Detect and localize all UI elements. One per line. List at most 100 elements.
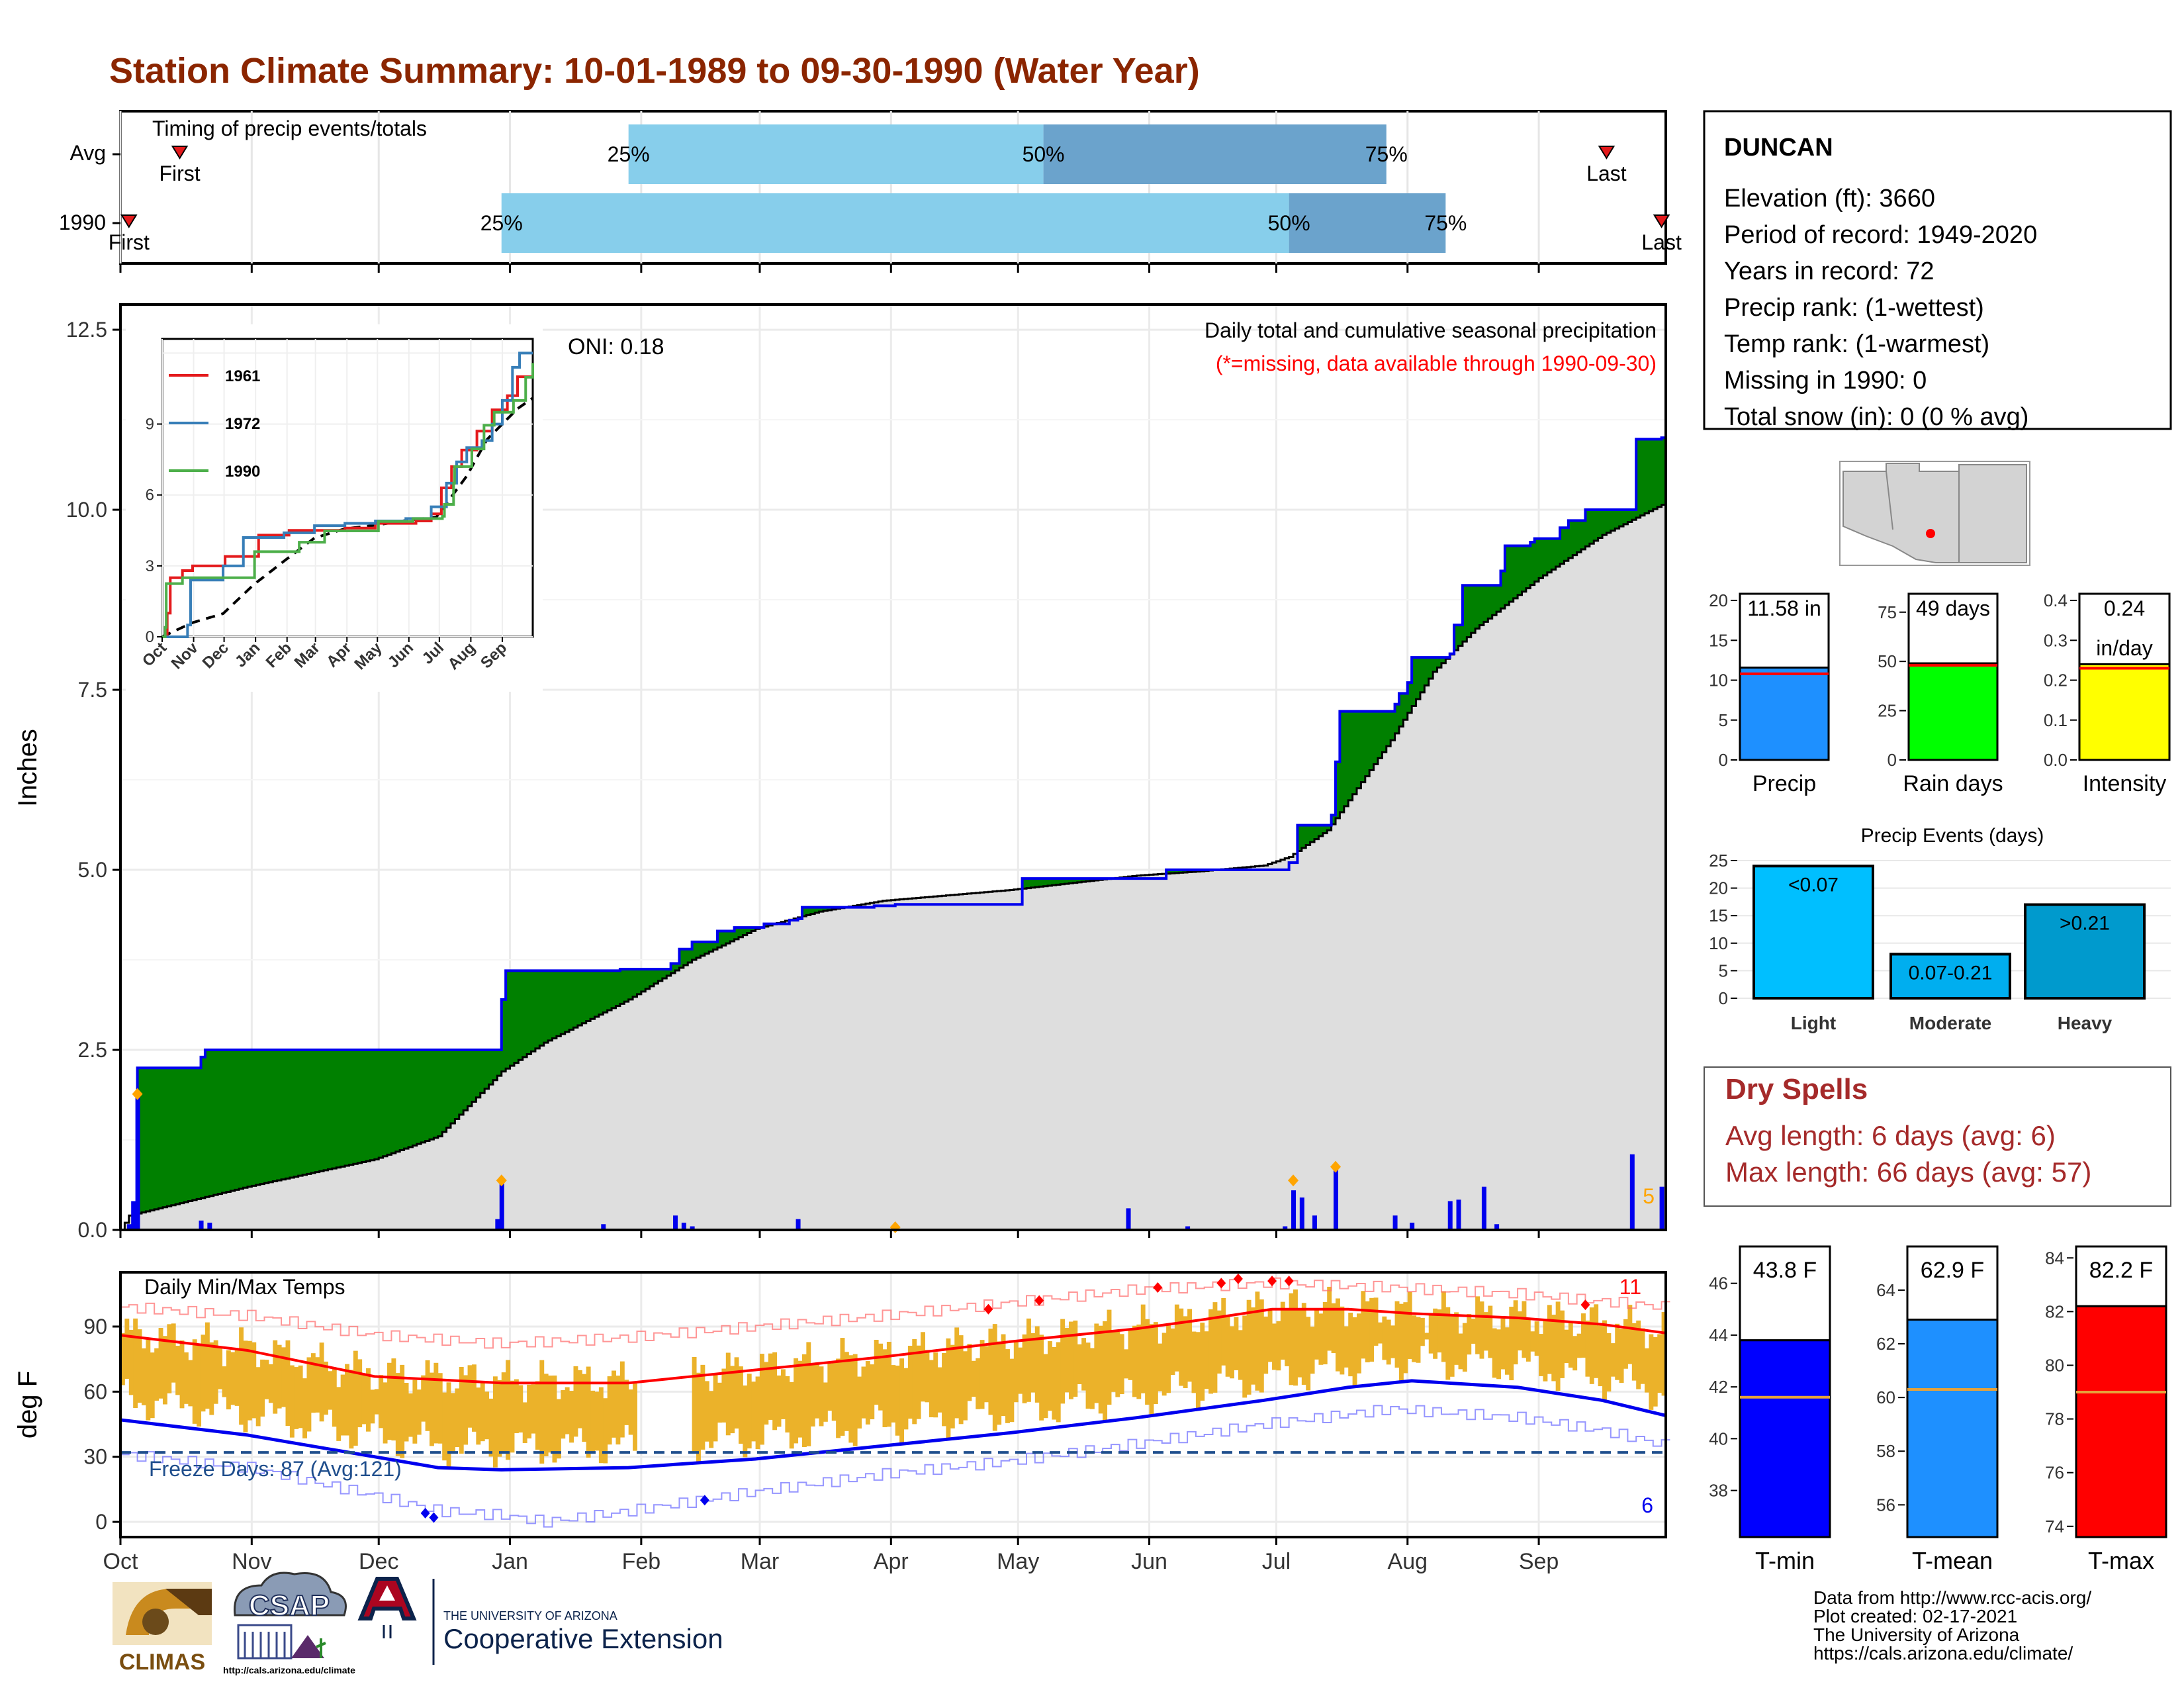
- temp-ytick-label: 60: [83, 1380, 107, 1403]
- precip-departure-fill: [1661, 438, 1666, 505]
- daily-temp-bar: [1039, 1335, 1044, 1421]
- daily-temp-bar: [1124, 1349, 1129, 1379]
- timing-label-50: 50%: [1268, 211, 1310, 235]
- precip-departure-fill: [1509, 545, 1514, 602]
- daily-temp-bar: [819, 1366, 824, 1427]
- temp-box-ytick-label: 62: [1876, 1334, 1895, 1354]
- inset-legend-label: 1972: [225, 415, 260, 433]
- daily-temp-bar: [1352, 1317, 1357, 1387]
- daily-precip-bar: [1481, 1186, 1486, 1230]
- precip-departure-fill: [158, 1068, 163, 1209]
- precip-departure-fill: [654, 969, 659, 984]
- precip-departure-fill: [556, 970, 561, 1037]
- precip-departure-fill: [281, 1050, 287, 1180]
- daily-temp-bar: [230, 1352, 236, 1405]
- daily-temp-bar: [459, 1366, 464, 1454]
- station-snow: Total snow (in): 0 (0 % avg): [1724, 403, 2028, 431]
- precip-departure-fill: [704, 941, 709, 954]
- precip-departure-fill: [1534, 538, 1539, 582]
- precip-departure-fill: [463, 1050, 469, 1111]
- daily-temp-bar: [137, 1329, 142, 1403]
- daily-temp-bar: [1301, 1303, 1306, 1385]
- precip-departure-fill: [446, 1050, 451, 1128]
- precip-departure-fill: [146, 1068, 151, 1212]
- daily-temp-bar: [1500, 1318, 1506, 1370]
- daily-temp-bar: [1572, 1336, 1578, 1371]
- precip-departure-fill: [179, 1068, 185, 1203]
- precip-departure-fill: [662, 969, 667, 978]
- precip-departure-fill: [1060, 878, 1066, 884]
- daily-temp-bar: [1568, 1321, 1573, 1368]
- daily-temp-bar: [1412, 1315, 1417, 1362]
- precip-departure-fill: [306, 1050, 312, 1174]
- daily-temp-bar: [514, 1379, 519, 1434]
- precip-departure-fill: [679, 949, 684, 968]
- daily-temp-bar: [801, 1354, 807, 1448]
- daily-temp-bar: [1416, 1317, 1421, 1363]
- daily-temp-bar: [840, 1338, 845, 1436]
- precip-departure-fill: [628, 969, 633, 1000]
- daily-temp-bar: [1496, 1329, 1502, 1380]
- daily-temp-bar: [886, 1341, 891, 1427]
- dry-spells-title: Dry Spells: [1725, 1073, 1868, 1105]
- timing-bar-25-50: [628, 124, 1044, 184]
- daily-temp-bar: [1263, 1316, 1269, 1374]
- box-bar-precip: [1739, 666, 1830, 761]
- daily-temp-bar: [1525, 1319, 1531, 1362]
- daily-temp-bar: [1576, 1333, 1582, 1358]
- daily-temp-bar: [319, 1342, 324, 1422]
- precip-departure-fill: [349, 1050, 354, 1165]
- daily-temp-bar: [1048, 1341, 1052, 1411]
- record-high-marker: [983, 1303, 993, 1315]
- daily-temp-bar: [903, 1368, 909, 1430]
- precip-departure-fill: [1310, 825, 1315, 843]
- precip-departure-fill: [1649, 439, 1654, 512]
- precip-departure-fill: [395, 1050, 400, 1152]
- box-bar-intensity: [2078, 663, 2171, 761]
- precip-departure-fill: [1437, 657, 1442, 668]
- daily-temp-bar: [1462, 1323, 1467, 1372]
- precip-departure-fill: [573, 970, 578, 1028]
- precip-departure-fill: [1653, 439, 1658, 509]
- precip-departure-fill: [357, 1050, 363, 1163]
- daily-temp-bar: [277, 1344, 282, 1409]
- daily-temp-bar: [349, 1370, 354, 1449]
- first-event-label: First: [109, 230, 150, 254]
- daily-temp-bar: [1619, 1329, 1624, 1383]
- daily-temp-bar: [1132, 1325, 1137, 1397]
- daily-temp-bar: [577, 1370, 582, 1429]
- daily-temp-bar: [768, 1353, 773, 1420]
- precip-departure-fill: [484, 1050, 490, 1089]
- precip-departure-fill: [1352, 711, 1357, 794]
- daily-temp-bar: [1204, 1331, 1209, 1389]
- daily-temp-bar: [794, 1358, 799, 1444]
- precip-departure-fill: [1576, 520, 1582, 553]
- precip-departure-fill: [1403, 693, 1408, 720]
- avg-cumulative-area: [120, 502, 1667, 1231]
- precip-departure-fill: [709, 941, 714, 952]
- precip-departure-fill: [1488, 585, 1493, 619]
- daily-temp-bar: [480, 1382, 485, 1442]
- daily-temp-bar: [497, 1380, 502, 1457]
- daily-precip-bar: [681, 1223, 686, 1230]
- precip-departure-fill: [683, 949, 688, 966]
- daily-temp-bar: [1297, 1309, 1302, 1378]
- daily-temp-bar: [1340, 1306, 1345, 1375]
- daily-temp-bar: [1009, 1358, 1015, 1423]
- daily-temp-bar: [958, 1335, 964, 1425]
- daily-temp-bar: [1398, 1303, 1404, 1382]
- daily-temp-bar: [1022, 1334, 1027, 1403]
- daily-temp-bar: [1103, 1321, 1108, 1421]
- events-category-label: Heavy: [2058, 1013, 2113, 1033]
- daily-temp-bar: [430, 1372, 434, 1446]
- precip-departure-fill: [675, 963, 680, 970]
- precip-departure-fill: [150, 1068, 155, 1211]
- precip-departure-fill: [717, 931, 723, 948]
- box-ytick-label: 0.2: [2044, 671, 2068, 690]
- precip-departure-fill: [391, 1050, 396, 1154]
- precip-departure-fill: [251, 1050, 257, 1186]
- precip-departure-fill: [510, 970, 515, 1066]
- precip-departure-fill: [336, 1050, 341, 1168]
- daily-temp-bar: [298, 1365, 303, 1429]
- climas-logo: CLIMAS: [113, 1582, 212, 1675]
